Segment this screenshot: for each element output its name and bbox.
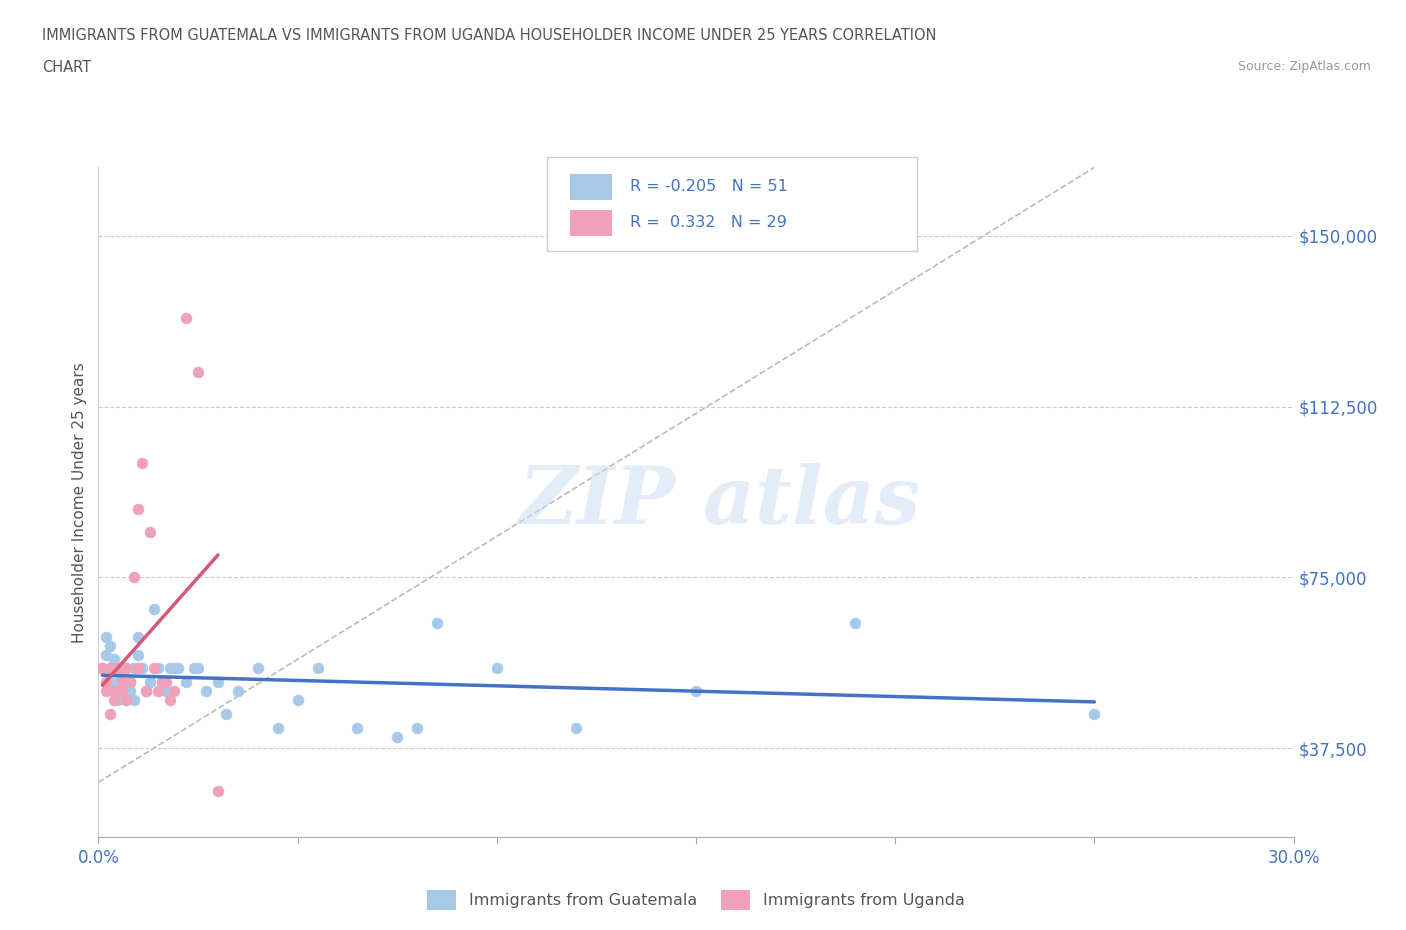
Bar bbox=[571, 210, 613, 235]
Point bbox=[124, 570, 146, 585]
Point bbox=[96, 629, 118, 644]
Point bbox=[131, 661, 153, 676]
Point bbox=[127, 501, 149, 516]
Point bbox=[103, 684, 125, 698]
Point bbox=[120, 674, 142, 689]
Point bbox=[174, 311, 197, 325]
Y-axis label: Householder Income Under 25 years: Householder Income Under 25 years bbox=[72, 362, 87, 643]
Point bbox=[155, 674, 177, 689]
Point bbox=[111, 674, 134, 689]
Point bbox=[187, 661, 209, 676]
Point bbox=[183, 661, 205, 676]
Point bbox=[215, 707, 238, 722]
Point bbox=[100, 707, 122, 722]
Point bbox=[346, 720, 368, 735]
Point bbox=[91, 661, 114, 676]
Point bbox=[1083, 707, 1105, 722]
Point bbox=[127, 647, 149, 662]
Point bbox=[207, 674, 229, 689]
Point bbox=[100, 661, 122, 676]
Point bbox=[111, 684, 134, 698]
Point bbox=[148, 684, 170, 698]
Point bbox=[844, 616, 866, 631]
Point bbox=[127, 661, 149, 676]
Point bbox=[135, 684, 157, 698]
Point bbox=[103, 693, 125, 708]
Point bbox=[107, 684, 129, 698]
Point bbox=[139, 525, 162, 539]
Text: CHART: CHART bbox=[42, 60, 91, 75]
Point bbox=[159, 693, 181, 708]
Bar bbox=[571, 174, 613, 200]
Point bbox=[131, 456, 153, 471]
Point bbox=[485, 661, 508, 676]
Point bbox=[406, 720, 429, 735]
Point bbox=[96, 647, 118, 662]
Point bbox=[143, 602, 166, 617]
Text: Source: ZipAtlas.com: Source: ZipAtlas.com bbox=[1237, 60, 1371, 73]
Point bbox=[120, 674, 142, 689]
Point bbox=[96, 674, 118, 689]
Point bbox=[187, 365, 209, 379]
Point bbox=[100, 638, 122, 653]
Point bbox=[385, 729, 409, 744]
Point bbox=[150, 674, 173, 689]
Point bbox=[267, 720, 290, 735]
Point bbox=[111, 684, 134, 698]
Point bbox=[100, 674, 122, 689]
Point bbox=[287, 693, 309, 708]
Point bbox=[159, 661, 181, 676]
Point bbox=[115, 693, 138, 708]
Point bbox=[107, 661, 129, 676]
Point bbox=[246, 661, 269, 676]
Text: ZIP atlas: ZIP atlas bbox=[519, 463, 921, 541]
Text: IMMIGRANTS FROM GUATEMALA VS IMMIGRANTS FROM UGANDA HOUSEHOLDER INCOME UNDER 25 : IMMIGRANTS FROM GUATEMALA VS IMMIGRANTS … bbox=[42, 28, 936, 43]
Point bbox=[163, 661, 186, 676]
Legend: Immigrants from Guatemala, Immigrants from Uganda: Immigrants from Guatemala, Immigrants fr… bbox=[420, 884, 972, 916]
Point bbox=[174, 674, 197, 689]
Point bbox=[91, 661, 114, 676]
Point bbox=[96, 684, 118, 698]
Point bbox=[139, 674, 162, 689]
Point bbox=[107, 661, 129, 676]
Point bbox=[124, 661, 146, 676]
Point bbox=[163, 684, 186, 698]
Point bbox=[107, 674, 129, 689]
Point bbox=[107, 693, 129, 708]
FancyBboxPatch shape bbox=[547, 157, 917, 251]
Point bbox=[148, 661, 170, 676]
Point bbox=[100, 661, 122, 676]
Point bbox=[127, 629, 149, 644]
Point bbox=[124, 693, 146, 708]
Point bbox=[195, 684, 218, 698]
Point bbox=[150, 674, 173, 689]
Point bbox=[167, 661, 190, 676]
Point bbox=[103, 684, 125, 698]
Point bbox=[115, 693, 138, 708]
Text: R = -0.205   N = 51: R = -0.205 N = 51 bbox=[630, 179, 789, 194]
Point bbox=[120, 684, 142, 698]
Point bbox=[143, 661, 166, 676]
Point bbox=[685, 684, 707, 698]
Point bbox=[565, 720, 588, 735]
Point bbox=[111, 661, 134, 676]
Text: R =  0.332   N = 29: R = 0.332 N = 29 bbox=[630, 216, 787, 231]
Point bbox=[207, 784, 229, 799]
Point bbox=[426, 616, 449, 631]
Point bbox=[115, 661, 138, 676]
Point bbox=[307, 661, 329, 676]
Point bbox=[103, 652, 125, 667]
Point bbox=[135, 684, 157, 698]
Point bbox=[155, 684, 177, 698]
Point bbox=[115, 661, 138, 676]
Point bbox=[226, 684, 249, 698]
